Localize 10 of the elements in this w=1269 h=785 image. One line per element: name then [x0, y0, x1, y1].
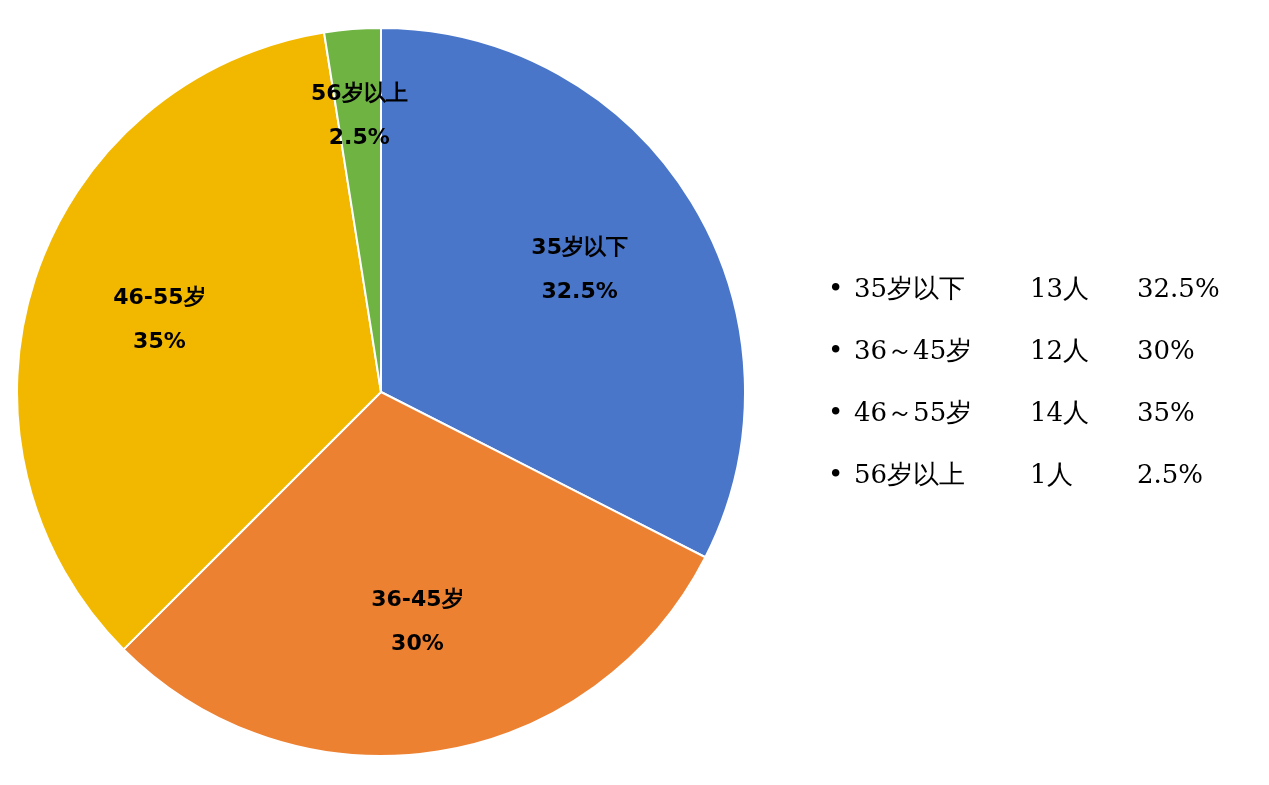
- text: • 46～55岁 14人 35%: [828, 397, 1195, 427]
- slice-label: 46-55岁: [113, 283, 206, 309]
- data-label: 32.5%: [541, 278, 618, 303]
- text: • 35岁以下 13人 32.5%: [828, 273, 1220, 303]
- data-label: 35%: [133, 327, 186, 353]
- slice-label: 35岁以下: [531, 234, 628, 259]
- text: • 56岁以上 1人 2.5%: [828, 459, 1204, 489]
- data-label: 30%: [391, 629, 444, 655]
- slice-label: 36-45岁: [371, 585, 464, 611]
- text: • 36～45岁 12人 30%: [828, 335, 1195, 365]
